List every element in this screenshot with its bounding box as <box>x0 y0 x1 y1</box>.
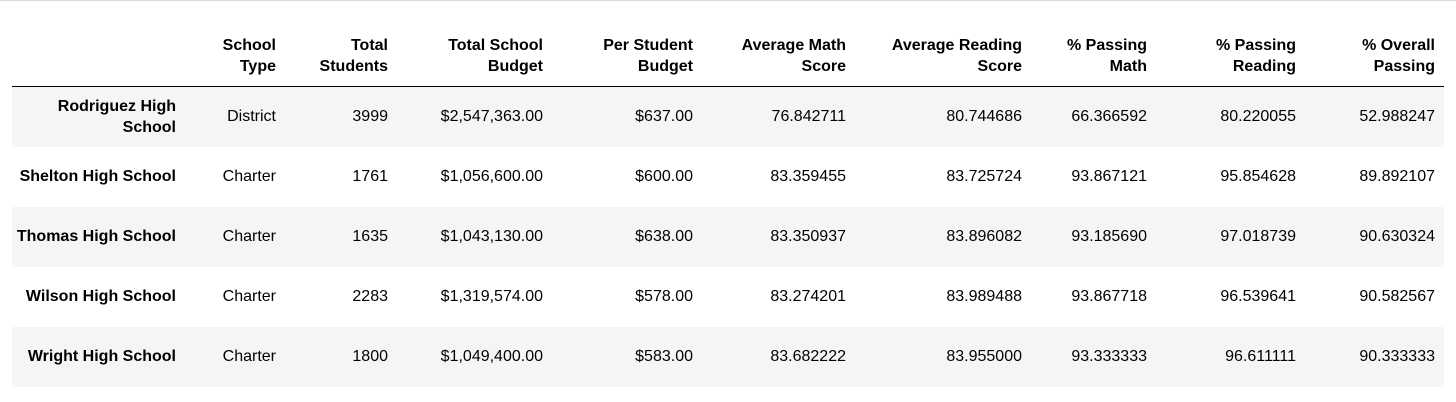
cell-pass-overall: 90.333333 <box>1359 348 1435 365</box>
cell-school-type: Charter <box>222 288 276 305</box>
cell-avg-math: 83.350937 <box>770 228 846 245</box>
cell-school-type: District <box>227 108 276 126</box>
cell-pass-reading: 96.539641 <box>1220 288 1296 305</box>
cell-pass-math: 93.185690 <box>1071 228 1147 245</box>
cell-pass-reading: 97.018739 <box>1220 228 1296 245</box>
cell-avg-reading: 83.896082 <box>946 228 1022 245</box>
cell-pass-overall: 90.582567 <box>1359 288 1435 305</box>
cell-total-students: 1635 <box>352 228 388 245</box>
table-row: Wright High School Charter 1800 $1,049,4… <box>12 326 1444 387</box>
cell-school-type: Charter <box>222 168 276 185</box>
cell-total-budget: $1,043,130.00 <box>440 228 543 245</box>
cell-pass-overall: 52.988247 <box>1359 108 1435 126</box>
table-row: Thomas High School Charter 1635 $1,043,1… <box>12 206 1444 267</box>
table-row: Shelton High School Charter 1761 $1,056,… <box>12 146 1444 207</box>
row-index-school-name: Wright High School <box>27 348 176 365</box>
row-index-school-name: Wilson High School <box>25 288 176 305</box>
cell-avg-reading: 83.989488 <box>946 288 1022 305</box>
row-index-school-name: Shelton High School <box>19 168 176 185</box>
cell-avg-reading: 83.955000 <box>946 348 1022 365</box>
cell-pass-overall: 89.892107 <box>1359 168 1435 185</box>
table-row: Rodriguez High School District 3999 $2,5… <box>12 86 1444 147</box>
cell-pass-reading: 96.611111 <box>1225 348 1296 365</box>
cell-total-students: 1800 <box>352 348 388 365</box>
column-header-avg-math: Average Math Score <box>702 35 855 87</box>
cell-school-type: Charter <box>222 348 276 365</box>
column-header-total-budget: Total School Budget <box>397 35 552 87</box>
cell-avg-math: 83.359455 <box>770 168 846 185</box>
cell-total-budget: $1,049,400.00 <box>440 348 543 365</box>
cell-avg-math: 83.682222 <box>770 348 846 365</box>
row-index-school-name: Thomas High School <box>16 228 176 245</box>
cell-total-budget: $2,547,363.00 <box>440 108 543 126</box>
cell-total-students: 2283 <box>352 288 388 305</box>
cell-school-type: Charter <box>222 228 276 245</box>
row-index-school-name: Rodriguez High School <box>57 97 176 136</box>
column-header-school-type: School Type <box>185 35 285 87</box>
table-row: Wilson High School Charter 2283 $1,319,5… <box>12 266 1444 327</box>
cell-pass-math: 93.867121 <box>1071 168 1147 185</box>
cell-avg-reading: 80.744686 <box>946 108 1022 126</box>
column-header-pass-reading: % Passing Reading <box>1156 35 1305 87</box>
column-header-avg-reading: Average Reading Score <box>855 35 1031 87</box>
cell-per-student-budget: $600.00 <box>635 168 693 185</box>
cell-total-budget: $1,056,600.00 <box>440 168 543 185</box>
cell-pass-math: 66.366592 <box>1071 108 1147 126</box>
cell-per-student-budget: $638.00 <box>635 228 693 245</box>
cell-top-rule <box>0 0 1456 1</box>
index-header <box>12 35 185 87</box>
school-summary-table: School Type Total Students Total School … <box>12 35 1444 387</box>
column-header-pass-overall: % Overall Passing <box>1305 35 1444 87</box>
column-header-pass-math: % Passing Math <box>1031 35 1156 87</box>
header-row: School Type Total Students Total School … <box>12 35 1444 87</box>
cell-avg-math: 83.274201 <box>770 288 846 305</box>
cell-avg-math: 76.842711 <box>771 108 846 126</box>
cell-total-budget: $1,319,574.00 <box>440 288 543 305</box>
cell-pass-math: 93.333333 <box>1071 348 1147 365</box>
cell-total-students: 3999 <box>352 108 388 126</box>
cell-pass-overall: 90.630324 <box>1359 228 1435 245</box>
cell-total-students: 1761 <box>352 168 388 185</box>
table-header: School Type Total Students Total School … <box>12 35 1444 87</box>
cell-per-student-budget: $637.00 <box>635 108 693 126</box>
table-body: Rodriguez High School District 3999 $2,5… <box>12 86 1444 387</box>
cell-pass-reading: 80.220055 <box>1220 108 1296 126</box>
cell-per-student-budget: $583.00 <box>635 348 693 365</box>
cell-pass-math: 93.867718 <box>1071 288 1147 305</box>
cell-per-student-budget: $578.00 <box>635 288 693 305</box>
cell-pass-reading: 95.854628 <box>1220 168 1296 185</box>
column-header-total-students: Total Students <box>285 35 397 87</box>
cell-avg-reading: 83.725724 <box>946 168 1022 185</box>
column-header-per-student-budget: Per Student Budget <box>552 35 702 87</box>
